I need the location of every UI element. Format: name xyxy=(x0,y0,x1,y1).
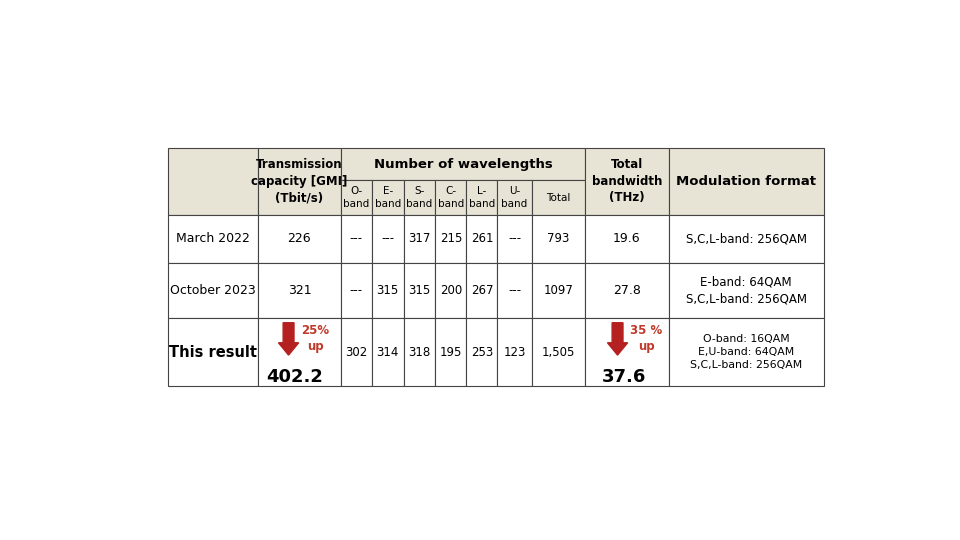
Text: 226: 226 xyxy=(288,232,311,245)
Bar xyxy=(585,215,669,262)
Text: 1,505: 1,505 xyxy=(541,346,575,359)
Text: October 2023: October 2023 xyxy=(170,284,256,297)
Bar xyxy=(467,215,497,262)
Bar xyxy=(585,262,669,318)
Bar xyxy=(532,180,585,215)
Bar xyxy=(372,262,403,318)
Text: 195: 195 xyxy=(440,346,462,359)
Text: Modulation format: Modulation format xyxy=(676,175,816,188)
Bar xyxy=(403,180,436,215)
Text: Transmission
capacity [GMI]
(Tbit/s): Transmission capacity [GMI] (Tbit/s) xyxy=(252,158,348,205)
Bar xyxy=(168,262,258,318)
Text: 315: 315 xyxy=(376,284,399,297)
Text: ---: --- xyxy=(508,232,521,245)
Bar xyxy=(403,215,436,262)
Bar xyxy=(341,318,372,386)
Text: O-band: 16QAM
E,U-band: 64QAM
S,C,L-band: 256QAM: O-band: 16QAM E,U-band: 64QAM S,C,L-band… xyxy=(690,334,803,370)
Bar xyxy=(258,262,341,318)
Bar xyxy=(669,215,824,262)
Text: Total: Total xyxy=(546,193,570,202)
Text: 793: 793 xyxy=(547,232,569,245)
Text: ---: --- xyxy=(349,232,363,245)
Bar xyxy=(258,318,341,386)
Bar xyxy=(436,318,467,386)
Text: 321: 321 xyxy=(288,284,311,297)
Text: 317: 317 xyxy=(408,232,431,245)
Text: 35 %
up: 35 % up xyxy=(630,325,662,353)
Bar xyxy=(497,318,532,386)
Text: 123: 123 xyxy=(503,346,526,359)
Text: 37.6: 37.6 xyxy=(602,368,646,386)
Bar xyxy=(372,318,403,386)
Text: C-
band: C- band xyxy=(438,186,464,209)
Text: This result: This result xyxy=(169,345,257,360)
Bar xyxy=(372,215,403,262)
Bar xyxy=(341,215,372,262)
Bar xyxy=(467,180,497,215)
Bar xyxy=(669,148,824,215)
Bar xyxy=(532,262,585,318)
Bar xyxy=(436,180,467,215)
Text: Number of wavelengths: Number of wavelengths xyxy=(373,158,552,171)
Text: E-
band: E- band xyxy=(374,186,401,209)
Text: Total
bandwidth
(THz): Total bandwidth (THz) xyxy=(591,158,662,205)
Bar xyxy=(372,180,403,215)
Bar xyxy=(258,215,341,262)
Bar xyxy=(669,262,824,318)
Text: 25%
up: 25% up xyxy=(301,325,329,353)
Bar xyxy=(497,262,532,318)
Text: E-band: 64QAM
S,C,L-band: 256QAM: E-band: 64QAM S,C,L-band: 256QAM xyxy=(685,275,806,305)
Text: ---: --- xyxy=(349,284,363,297)
Text: 261: 261 xyxy=(470,232,493,245)
Bar xyxy=(341,262,372,318)
Text: O-
band: O- band xyxy=(344,186,370,209)
Text: ---: --- xyxy=(508,284,521,297)
Bar xyxy=(341,180,372,215)
Bar xyxy=(585,318,669,386)
Text: 315: 315 xyxy=(408,284,431,297)
Bar xyxy=(436,262,467,318)
Bar xyxy=(532,318,585,386)
Text: 402.2: 402.2 xyxy=(266,368,324,386)
Bar xyxy=(403,318,436,386)
Bar xyxy=(497,180,532,215)
Bar xyxy=(341,148,585,180)
Bar xyxy=(497,215,532,262)
Text: 215: 215 xyxy=(440,232,462,245)
Text: U-
band: U- band xyxy=(501,186,528,209)
Text: 318: 318 xyxy=(408,346,431,359)
Text: ---: --- xyxy=(381,232,395,245)
Polygon shape xyxy=(278,323,299,355)
Bar xyxy=(168,148,258,215)
Text: S-
band: S- band xyxy=(406,186,433,209)
Bar xyxy=(467,318,497,386)
Bar xyxy=(403,262,436,318)
Text: 200: 200 xyxy=(440,284,462,297)
Text: 314: 314 xyxy=(376,346,399,359)
Bar xyxy=(258,148,341,215)
Bar xyxy=(585,148,669,215)
Text: 1097: 1097 xyxy=(543,284,573,297)
Text: 267: 267 xyxy=(470,284,493,297)
Polygon shape xyxy=(608,323,628,355)
Bar xyxy=(168,318,258,386)
Text: March 2022: March 2022 xyxy=(176,232,250,245)
Text: 27.8: 27.8 xyxy=(612,284,640,297)
Bar xyxy=(436,215,467,262)
Text: S,C,L-band: 256QAM: S,C,L-band: 256QAM xyxy=(685,232,806,245)
Bar xyxy=(532,215,585,262)
Bar xyxy=(168,215,258,262)
Bar xyxy=(669,318,824,386)
Text: 19.6: 19.6 xyxy=(613,232,640,245)
Text: 253: 253 xyxy=(470,346,493,359)
Text: 302: 302 xyxy=(346,346,368,359)
Text: L-
band: L- band xyxy=(468,186,495,209)
Bar xyxy=(467,262,497,318)
